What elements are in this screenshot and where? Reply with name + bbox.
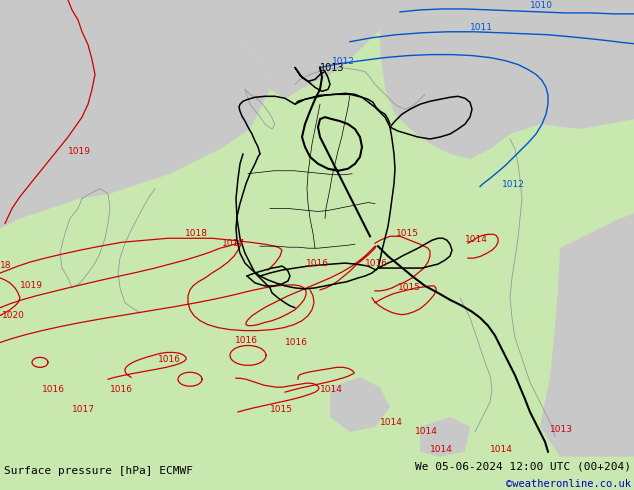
- Text: 1016: 1016: [110, 385, 133, 394]
- Text: 1019: 1019: [68, 147, 91, 156]
- Text: Surface pressure [hPa] ECMWF: Surface pressure [hPa] ECMWF: [4, 466, 193, 476]
- Text: 1015: 1015: [398, 283, 421, 292]
- Text: 1017: 1017: [72, 405, 95, 414]
- Text: ©weatheronline.co.uk: ©weatheronline.co.uk: [506, 479, 631, 489]
- Text: 1014: 1014: [490, 445, 513, 454]
- Text: 1014: 1014: [465, 235, 488, 244]
- Text: 1013: 1013: [550, 425, 573, 434]
- Text: 1010: 1010: [530, 1, 553, 10]
- Text: 1014: 1014: [415, 427, 438, 436]
- Text: 1017: 1017: [222, 239, 245, 248]
- Text: 1020: 1020: [2, 311, 25, 319]
- Text: 1019: 1019: [20, 281, 43, 290]
- Text: 1012: 1012: [502, 180, 525, 189]
- Text: 1016: 1016: [306, 259, 329, 268]
- Text: 1015: 1015: [270, 405, 293, 414]
- Text: 1016: 1016: [285, 339, 308, 347]
- Text: We 05-06-2024 12:00 UTC (00+204): We 05-06-2024 12:00 UTC (00+204): [415, 461, 631, 471]
- Text: 1014: 1014: [380, 418, 403, 427]
- Text: 1012: 1012: [332, 56, 355, 66]
- Text: 1016: 1016: [42, 385, 65, 394]
- Polygon shape: [420, 417, 470, 457]
- Text: 1015: 1015: [396, 229, 419, 238]
- Text: 1014: 1014: [430, 445, 453, 454]
- Polygon shape: [540, 214, 634, 457]
- Text: 1016: 1016: [365, 259, 388, 268]
- Text: 18: 18: [0, 261, 11, 270]
- Text: 1013: 1013: [320, 64, 344, 74]
- Polygon shape: [240, 0, 380, 99]
- Text: 1014: 1014: [320, 385, 343, 394]
- Polygon shape: [330, 377, 390, 432]
- Polygon shape: [380, 0, 634, 159]
- Text: 1018: 1018: [185, 229, 208, 238]
- Polygon shape: [0, 0, 270, 228]
- Text: 1011: 1011: [470, 23, 493, 32]
- Text: 1016: 1016: [158, 355, 181, 365]
- Text: 1016: 1016: [235, 336, 258, 344]
